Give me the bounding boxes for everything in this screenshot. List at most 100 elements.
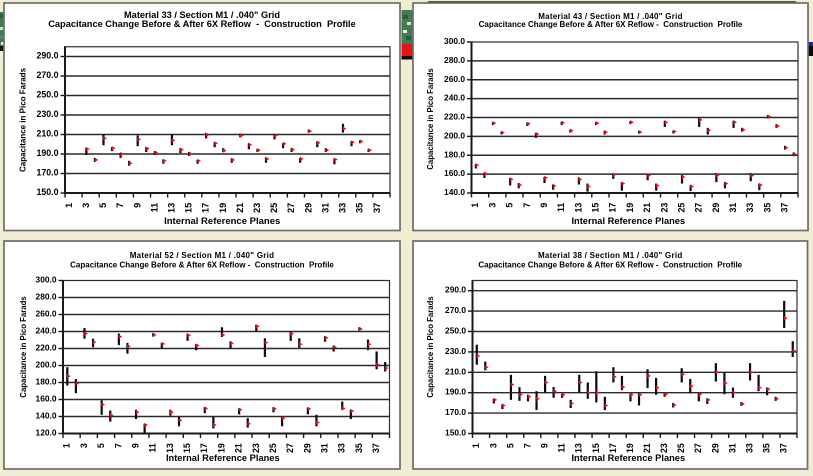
- svg-text:270.0: 270.0: [445, 305, 466, 315]
- svg-text:23: 23: [251, 443, 261, 453]
- svg-text:290.0: 290.0: [445, 285, 466, 295]
- svg-text:210.0: 210.0: [445, 366, 466, 376]
- svg-text:Internal Reference Planes: Internal Reference Planes: [164, 216, 280, 227]
- svg-text:9: 9: [131, 443, 141, 448]
- svg-text:300.0: 300.0: [444, 36, 465, 46]
- svg-text:35: 35: [762, 203, 772, 213]
- svg-text:29: 29: [302, 443, 312, 453]
- svg-text:280.0: 280.0: [444, 55, 465, 65]
- svg-text:11: 11: [557, 443, 567, 452]
- svg-text:27: 27: [285, 443, 295, 453]
- svg-text:21: 21: [235, 203, 245, 213]
- svg-text:260.0: 260.0: [444, 74, 465, 84]
- svg-text:7: 7: [522, 203, 532, 208]
- svg-text:5: 5: [505, 443, 515, 448]
- svg-text:31: 31: [320, 203, 330, 213]
- svg-text:5: 5: [505, 203, 515, 208]
- svg-text:37: 37: [779, 443, 789, 453]
- svg-text:300.0: 300.0: [36, 275, 57, 285]
- svg-text:220.0: 220.0: [444, 112, 465, 122]
- svg-text:31: 31: [320, 443, 330, 453]
- svg-text:Material 38 / Section M1 / .04: Material 38 / Section M1 / .040" Grid: [538, 251, 683, 260]
- svg-text:21: 21: [234, 443, 244, 453]
- svg-text:Capacitance in Pico Farads: Capacitance in Pico Farads: [19, 67, 28, 172]
- svg-text:160.0: 160.0: [36, 394, 57, 404]
- svg-text:3: 3: [81, 203, 91, 208]
- svg-text:31: 31: [727, 443, 737, 453]
- svg-text:190.0: 190.0: [36, 148, 58, 158]
- svg-text:29: 29: [303, 203, 313, 213]
- svg-text:7: 7: [115, 203, 125, 208]
- svg-text:11: 11: [149, 203, 159, 213]
- svg-text:Capacitance in Pico Farads: Capacitance in Pico Farads: [426, 296, 435, 398]
- svg-text:11: 11: [556, 203, 566, 212]
- svg-text:Capacitance Change Before & Af: Capacitance Change Before & After 6X Ref…: [70, 260, 334, 269]
- svg-text:19: 19: [218, 203, 228, 213]
- svg-text:Internal Reference Planes: Internal Reference Planes: [571, 453, 685, 463]
- svg-text:260.0: 260.0: [36, 309, 57, 319]
- svg-text:13: 13: [165, 443, 175, 453]
- svg-text:140.0: 140.0: [444, 187, 465, 197]
- svg-text:29: 29: [710, 443, 720, 453]
- svg-text:250.0: 250.0: [445, 326, 466, 336]
- svg-text:270.0: 270.0: [36, 70, 58, 80]
- svg-text:Capacitance Change Before & Af: Capacitance Change Before & After 6X Ref…: [479, 20, 743, 29]
- svg-text:Material 33 / Section M1 / .04: Material 33 / Section M1 / .040" Grid: [124, 10, 280, 20]
- svg-text:19: 19: [216, 443, 226, 453]
- svg-text:33: 33: [745, 203, 755, 213]
- svg-text:200.0: 200.0: [444, 130, 465, 140]
- svg-text:35: 35: [355, 203, 365, 213]
- svg-text:190.0: 190.0: [445, 387, 466, 397]
- svg-text:15: 15: [591, 443, 601, 453]
- svg-text:150.0: 150.0: [445, 428, 466, 438]
- svg-text:23: 23: [659, 203, 669, 213]
- svg-text:17: 17: [201, 203, 211, 213]
- svg-text:3: 3: [79, 443, 89, 448]
- svg-text:17: 17: [608, 443, 618, 453]
- svg-text:37: 37: [780, 203, 790, 213]
- svg-text:17: 17: [608, 203, 618, 213]
- svg-text:210.0: 210.0: [36, 129, 58, 139]
- svg-text:37: 37: [371, 443, 381, 453]
- svg-text:5: 5: [96, 443, 106, 448]
- svg-text:25: 25: [268, 443, 278, 453]
- svg-text:160.0: 160.0: [444, 168, 465, 178]
- svg-text:37: 37: [372, 203, 382, 213]
- svg-text:15: 15: [591, 203, 601, 213]
- svg-text:11: 11: [148, 443, 158, 452]
- svg-text:33: 33: [745, 443, 755, 453]
- svg-text:29: 29: [711, 203, 721, 213]
- svg-text:170.0: 170.0: [36, 168, 58, 178]
- svg-text:9: 9: [539, 203, 549, 208]
- svg-text:7: 7: [113, 443, 123, 448]
- svg-text:180.0: 180.0: [36, 377, 57, 387]
- svg-text:17: 17: [199, 443, 209, 453]
- svg-text:140.0: 140.0: [36, 411, 57, 421]
- svg-text:35: 35: [354, 443, 364, 453]
- svg-text:13: 13: [167, 203, 177, 213]
- svg-text:1: 1: [470, 203, 480, 208]
- svg-text:31: 31: [728, 203, 738, 213]
- svg-text:Material 52 / Section M1 / .04: Material 52 / Section M1 / .040" Grid: [130, 251, 275, 260]
- svg-text:290.0: 290.0: [36, 51, 58, 61]
- svg-text:13: 13: [573, 203, 583, 213]
- svg-text:150.0: 150.0: [36, 187, 58, 197]
- svg-text:19: 19: [625, 443, 635, 453]
- svg-text:5: 5: [98, 203, 108, 208]
- svg-text:280.0: 280.0: [36, 292, 57, 302]
- svg-text:23: 23: [659, 443, 669, 453]
- svg-text:21: 21: [642, 443, 652, 453]
- svg-text:250.0: 250.0: [36, 90, 58, 100]
- svg-text:180.0: 180.0: [444, 149, 465, 159]
- svg-text:3: 3: [487, 203, 497, 208]
- svg-text:9: 9: [540, 443, 550, 448]
- svg-text:35: 35: [762, 443, 772, 453]
- svg-text:27: 27: [286, 203, 296, 213]
- svg-text:25: 25: [676, 443, 686, 453]
- svg-text:220.0: 220.0: [36, 343, 57, 353]
- svg-text:Material 43 / Section M1 / .04: Material 43 / Section M1 / .040" Grid: [538, 12, 683, 21]
- svg-text:21: 21: [642, 203, 652, 213]
- svg-text:19: 19: [625, 203, 635, 213]
- svg-text:3: 3: [488, 443, 498, 448]
- svg-text:23: 23: [252, 203, 262, 213]
